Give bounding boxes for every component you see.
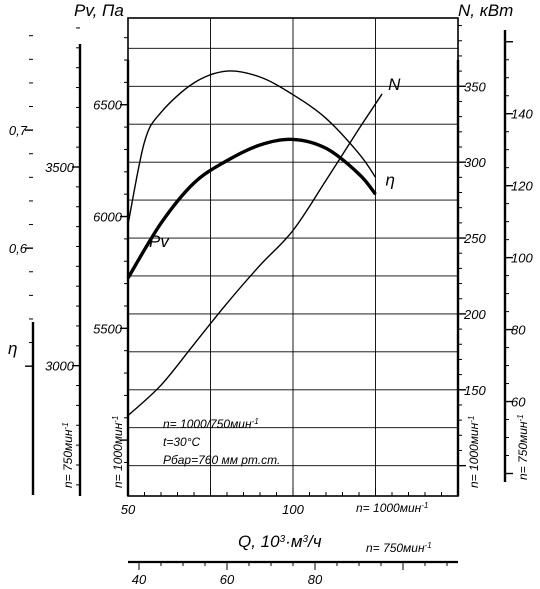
pv-axis-title: Pv, Па [74, 1, 124, 20]
series-n_power-line [127, 93, 383, 417]
series-n_power-label: N [388, 75, 401, 94]
n-axis-title: N, кВт [458, 1, 513, 20]
n-scale-1000-speed-label: n= 1000мин-1 [467, 416, 482, 488]
n-750-tick-label: 120 [511, 179, 533, 194]
tick-labels: 5500 6000 6500 3000 3500 150 200 250 300 350 60 80 1… [9, 75, 534, 587]
tick-marks [25, 25, 513, 570]
curves [126, 70, 383, 417]
eta-tick-label: 0,6 [9, 241, 28, 256]
q-750-tick-label: 60 [220, 572, 235, 587]
series-eta-label: η [386, 170, 395, 189]
n-1000-tick-label: 350 [464, 79, 486, 94]
pv-scale-speed-label: n= 1000мин-1 [111, 416, 126, 488]
q-750-tick-label: 40 [132, 572, 147, 587]
n-1000-tick-label: 250 [463, 231, 486, 246]
n-1000-tick-label: 150 [464, 383, 486, 398]
n-1000-tick-label: 200 [463, 307, 486, 322]
q-speed-label-750: n= 750мин-1 [366, 541, 432, 556]
eta-axis-title: η [8, 339, 17, 358]
series-pv-label: Pv [149, 232, 170, 251]
grid-lines [128, 18, 458, 496]
q-axis-title: Q, 103·м3/ч [238, 532, 322, 551]
q-1000-tick-label: 100 [282, 502, 304, 517]
series-pv-line [126, 137, 377, 279]
annotation-speed: n= 1000/750мин-1 [163, 417, 259, 432]
pv-750-tick-label: 3500 [45, 160, 75, 175]
q-speed-label-1000: n= 1000мин-1 [356, 501, 428, 516]
pv-1000-tick-label: 6000 [93, 210, 123, 225]
n-1000-tick-label: 300 [464, 155, 486, 170]
annotation-temperature: t=30°C [163, 435, 200, 449]
n-750-tick-label: 100 [511, 251, 533, 266]
n-750-tick-label: 80 [511, 323, 526, 338]
n-scale-750-speed-label: n= 750мин-1 [516, 414, 531, 480]
pv-1000-tick-label: 5500 [93, 321, 123, 336]
series-eta-line [127, 70, 377, 225]
pv-750-tick-label: 3000 [45, 359, 75, 374]
eta-scale-speed-label: n= 750мин-1 [61, 422, 76, 488]
n-750-tick-label: 60 [511, 395, 526, 410]
eta-tick-label: 0,7 [9, 123, 28, 138]
q-750-tick-label: 80 [308, 572, 323, 587]
annotation-pressure: Pбар=760 мм рт.ст. [163, 453, 280, 467]
n-750-tick-label: 140 [511, 107, 533, 122]
q-1000-tick-label: 50 [121, 502, 136, 517]
pv-1000-tick-label: 6500 [93, 98, 123, 113]
